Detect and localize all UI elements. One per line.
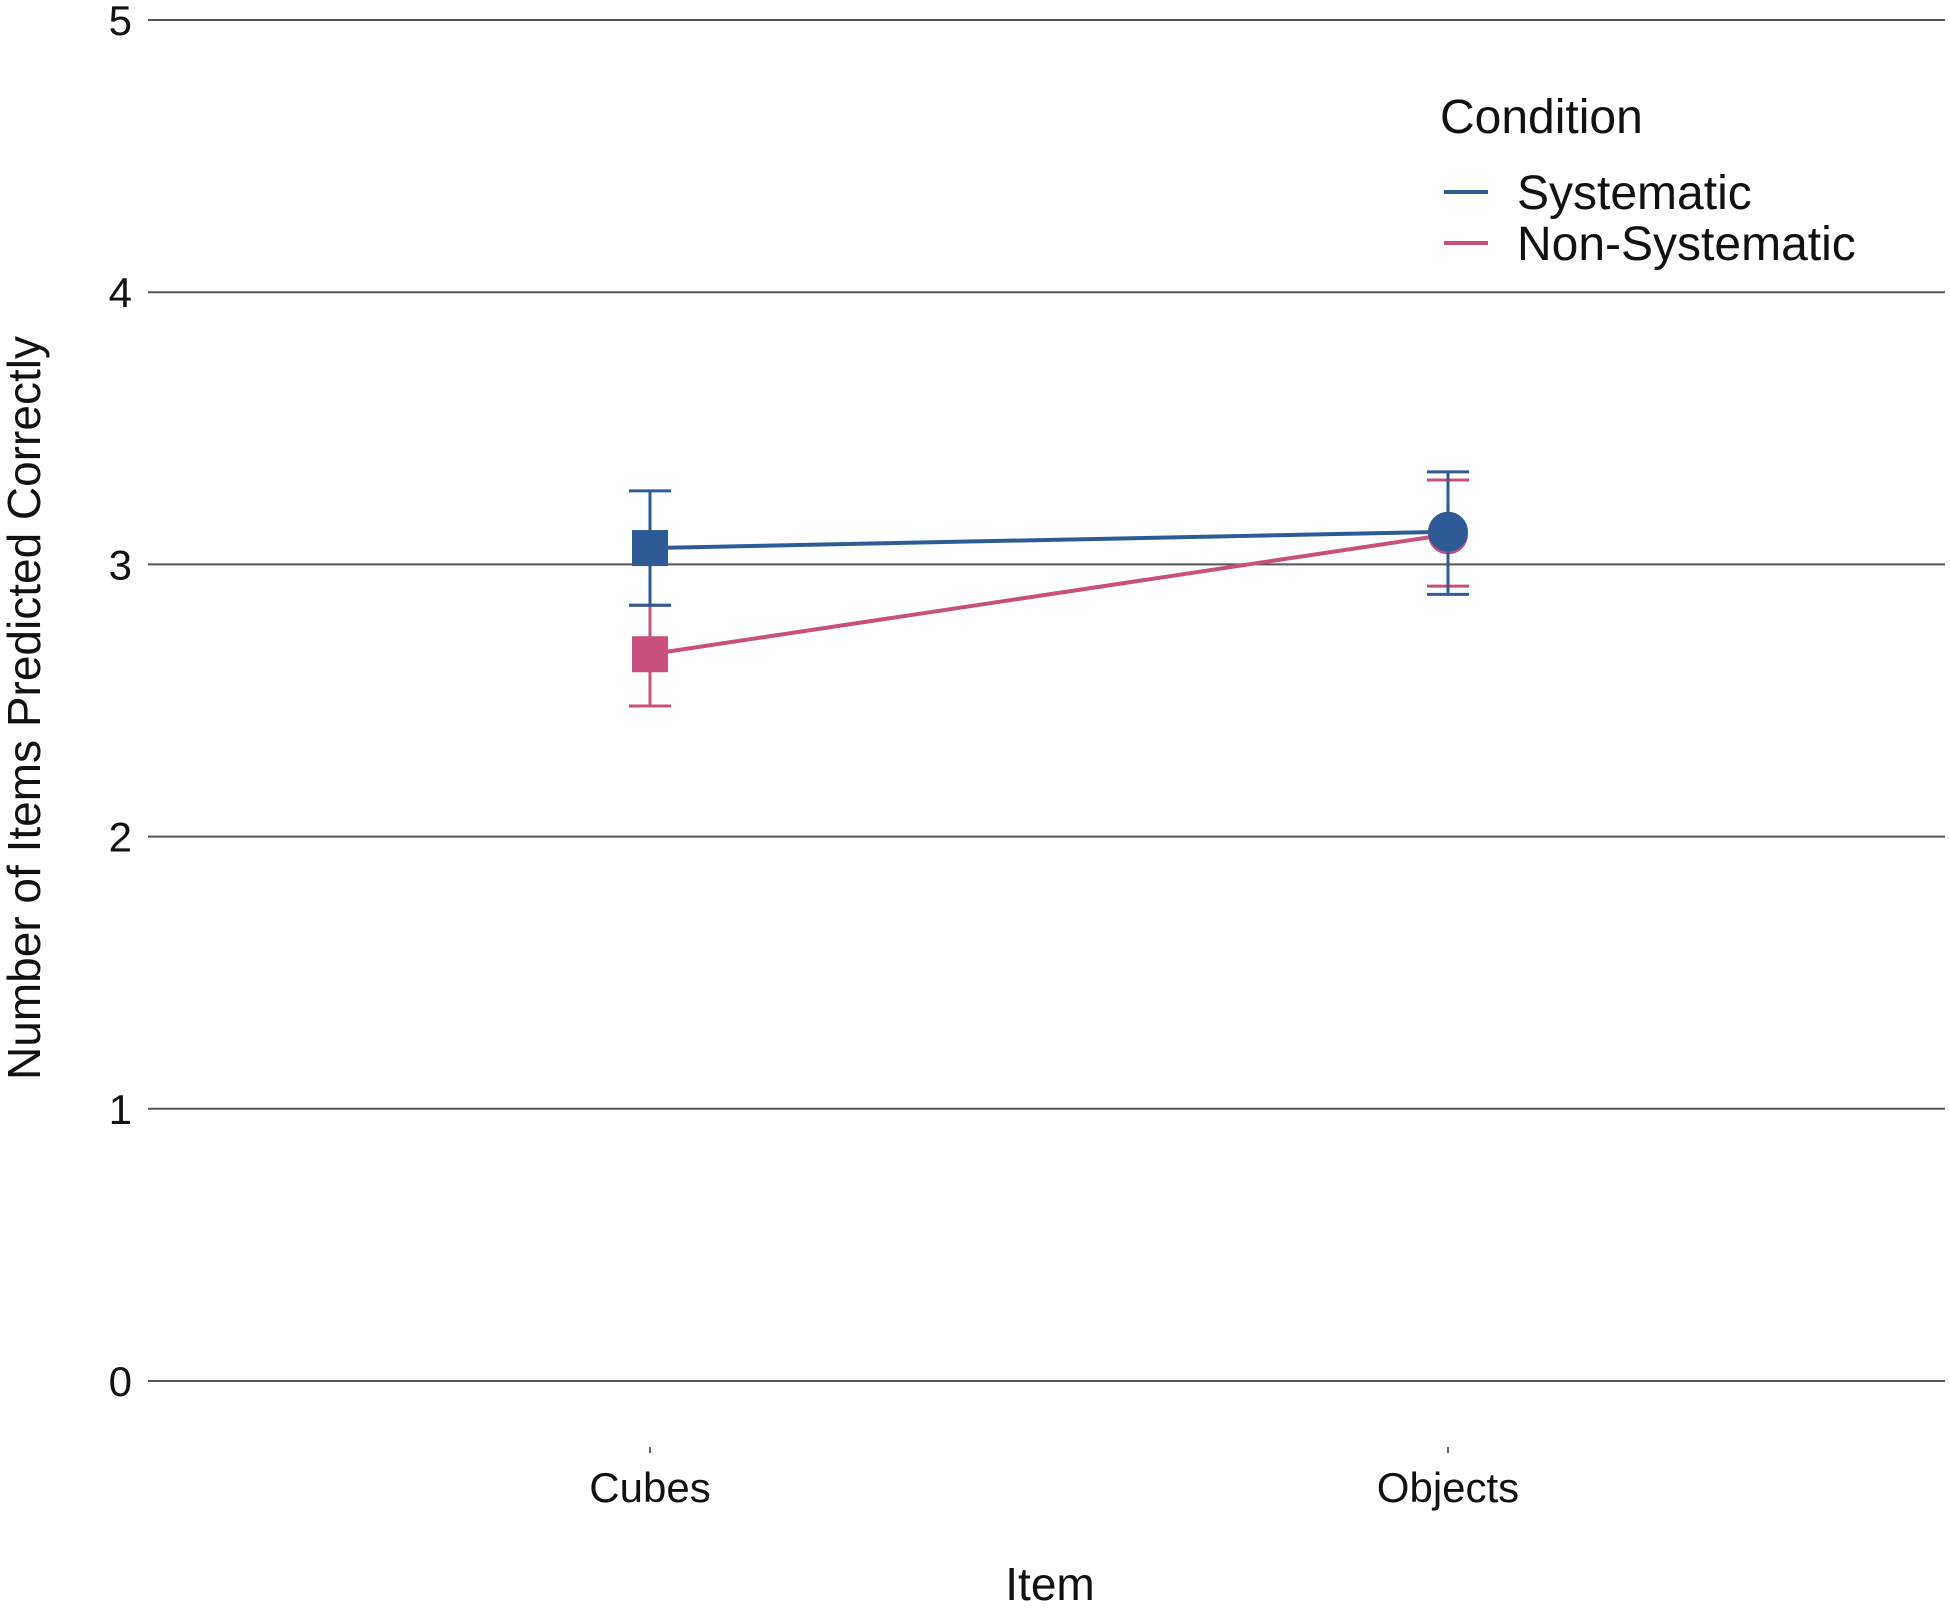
series-line-non-systematic <box>649 532 1449 657</box>
x-axis-title: Item <box>1005 1558 1094 1610</box>
y-tick-label-3: 3 <box>109 541 132 588</box>
y-tick-label-0: 0 <box>109 1358 132 1405</box>
y-axis-title: Number of Items Predicted Correctly <box>0 336 50 1080</box>
series-layer <box>629 470 1469 708</box>
point-non-systematic-cubes <box>632 636 668 673</box>
point-systematic-objects <box>1428 511 1468 552</box>
series-line-systematic <box>649 529 1449 551</box>
y-tick-label-5: 5 <box>109 0 132 44</box>
legend-label-systematic: Systematic <box>1517 167 1752 220</box>
y-tick-label-2: 2 <box>109 814 132 861</box>
x-tick-label-objects: Objects <box>1377 1464 1519 1511</box>
point-systematic-cubes <box>632 530 668 567</box>
series-non-systematic <box>629 478 1469 708</box>
x-tick-label-cubes: Cubes <box>589 1464 710 1511</box>
x-axis-tick-labels: Cubes Objects <box>589 1447 1519 1511</box>
legend-item-non-systematic: Non-Systematic <box>1444 218 1856 271</box>
y-tick-label-1: 1 <box>109 1086 132 1133</box>
gridlines <box>148 19 1945 1382</box>
legend-title: Condition <box>1440 91 1643 144</box>
series-systematic <box>629 470 1469 607</box>
y-tick-label-4: 4 <box>109 269 132 316</box>
legend-label-non-systematic: Non-Systematic <box>1517 218 1856 271</box>
y-axis-tick-labels: 0 1 2 3 4 5 <box>109 0 132 1405</box>
legend-item-systematic: Systematic <box>1444 167 1752 220</box>
